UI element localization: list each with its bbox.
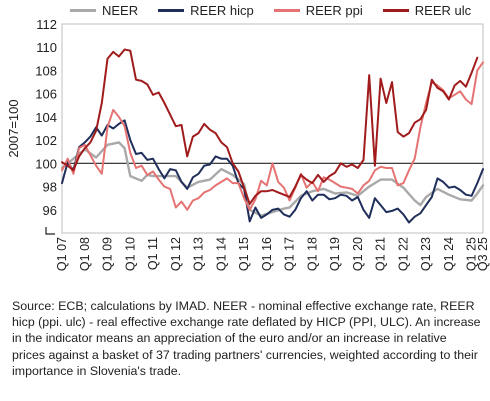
- legend-label-reer-hicp: REER hicp: [190, 3, 254, 18]
- y-tick-label: 110: [36, 40, 57, 55]
- legend-item-reer-ulc: REER ulc: [382, 3, 472, 18]
- legend-swatch-reer-ppi: [273, 9, 300, 12]
- y-tick-label: 108: [35, 63, 57, 78]
- x-tick-label: Q1 16: [260, 237, 274, 271]
- y-tick-label: 96: [43, 203, 57, 218]
- series-line-reer-ppi: [61, 61, 484, 211]
- x-tick-label: Q1 21: [374, 237, 388, 271]
- x-tick-label: Q1 12: [169, 237, 183, 271]
- series-line-reer-hicp: [61, 119, 484, 224]
- x-tick-label: Q1 13: [192, 237, 206, 271]
- axis-break-icon: [45, 227, 55, 235]
- legend-item-neer: NEER: [70, 3, 138, 18]
- y-tick-label: 106: [35, 87, 57, 102]
- x-tick-label: Q1 11: [146, 237, 160, 270]
- x-tick-label: Q1 19: [328, 237, 342, 271]
- x-tick-label: Q1 20: [351, 237, 365, 271]
- y-tick-label: 98: [43, 180, 57, 195]
- x-tick-label: Q1 07: [55, 237, 69, 271]
- x-tick-label: Q1 10: [123, 237, 137, 271]
- x-tick-label: Q1 14: [214, 237, 228, 271]
- plot-frame: [61, 23, 484, 234]
- series-line-neer: [60, 141, 485, 217]
- y-tick-label: 112: [36, 17, 57, 32]
- x-tick-label: Q1 15: [237, 237, 251, 271]
- source-note: Source: ECB; calculations by IMAD. NEER …: [12, 299, 481, 378]
- line-chart: 96 98 100 102 104 106 108 110 112 2007=100 Q1 07 Q1…: [6, 17, 490, 271]
- legend-swatch-reer-hicp: [158, 9, 185, 12]
- legend-label-neer: NEER: [102, 3, 139, 18]
- x-tick-label: Q1 17: [283, 237, 297, 271]
- x-tick-label: Q1 08: [78, 237, 92, 271]
- y-tick-label: 100: [35, 156, 57, 171]
- x-tick-label: Q1 18: [305, 237, 319, 271]
- x-tick-label: Q3 25: [476, 237, 490, 271]
- legend-swatch-reer-ulc: [382, 9, 409, 12]
- x-tick-label: Q1 25: [465, 237, 479, 271]
- y-tick-label: 102: [35, 133, 57, 148]
- x-tick-label: Q1 23: [419, 237, 433, 271]
- legend-label-reer-ppi: REER ppi: [305, 3, 363, 18]
- x-tick-label: Q1 09: [101, 237, 115, 271]
- series-line-reer-ulc: [61, 48, 479, 205]
- x-tick-label: Q1 24: [442, 237, 456, 271]
- y-axis-label: 2007=100: [6, 99, 21, 157]
- legend-item-reer-hicp: REER hicp: [158, 3, 254, 18]
- y-tick-label: 104: [35, 110, 57, 125]
- chart-legend: NEER REER hicp REER ppi REER ulc: [70, 3, 490, 18]
- legend-item-reer-ppi: REER ppi: [273, 3, 363, 18]
- legend-label-reer-ulc: REER ulc: [414, 3, 472, 18]
- x-tick-label: Q1 22: [396, 237, 410, 271]
- legend-swatch-neer: [70, 9, 96, 12]
